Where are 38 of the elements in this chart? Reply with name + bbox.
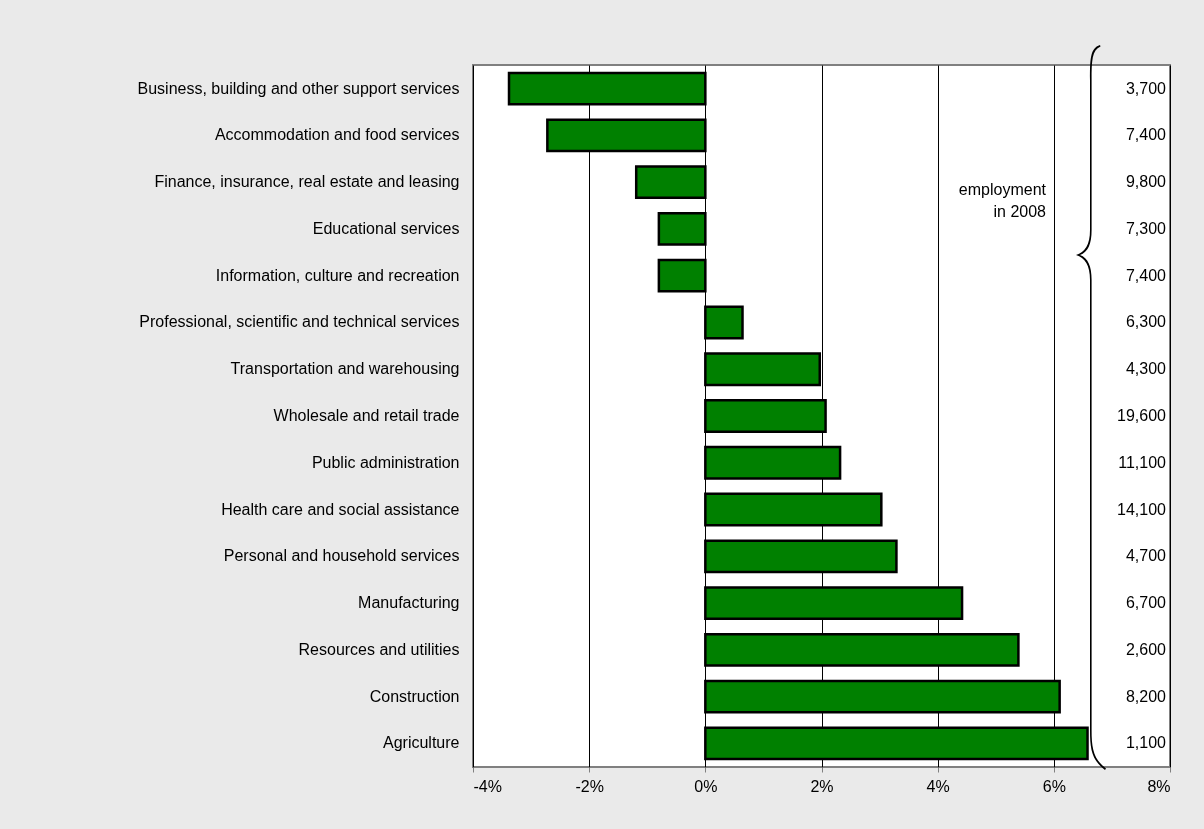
y-tick-label: Information, culture and recreation: [215, 266, 460, 284]
annotation: 1,100: [1125, 734, 1167, 752]
annotation: 7,400: [1125, 266, 1167, 284]
annotation: 6,700: [1125, 594, 1167, 612]
annotation: 7,300: [1125, 219, 1167, 237]
annotation: 6,300: [1125, 313, 1167, 331]
annotation: 3,700: [1125, 79, 1167, 97]
annotation: 11,100: [1118, 453, 1167, 471]
y-tick-label: Manufacturing: [358, 594, 460, 612]
annotation: 9,800: [1125, 173, 1167, 191]
y-tick-label: Professional, scientific and technical services: [139, 313, 460, 331]
x-tick-label: 4%: [926, 777, 950, 795]
y-tick-label: Business, building and other support services: [137, 79, 460, 97]
annotation: 4,300: [1125, 360, 1167, 378]
annotation: 2,600: [1125, 640, 1167, 658]
annotation: 19,600: [1117, 407, 1167, 424]
y-tick-label: Wholesale and retail trade: [273, 407, 460, 424]
annotation: 14,100: [1117, 500, 1167, 518]
y-tick-label: Transportation and warehousing: [230, 360, 460, 378]
annotation: 8,200: [1125, 687, 1167, 705]
y-tick-label: Agriculture: [383, 734, 460, 752]
x-tick-label: 8%: [1147, 777, 1171, 795]
y-tick-label: Construction: [369, 687, 460, 705]
annotation: employment in 2008: [958, 181, 1047, 220]
y-tick-label: Accommodation and food services: [214, 126, 460, 144]
y-tick-label: Health care and social assistance: [221, 500, 460, 518]
y-tick-label: Resources and utilities: [298, 640, 460, 658]
y-tick-label: Finance, insurance, real estate and leasing: [154, 173, 460, 191]
annotation: 7,400: [1125, 126, 1167, 144]
y-tick-label: Personal and household services: [223, 547, 460, 565]
x-tick-label: 0%: [694, 777, 718, 795]
annotation: 4,700: [1125, 547, 1167, 565]
x-tick-label: -2%: [575, 777, 604, 795]
x-tick-label: 6%: [1042, 777, 1066, 795]
x-tick-label: -4%: [473, 777, 502, 795]
y-tick-label: Educational services: [312, 219, 460, 237]
x-tick-label: 2%: [810, 777, 834, 795]
y-tick-label: Public administration: [311, 453, 460, 471]
